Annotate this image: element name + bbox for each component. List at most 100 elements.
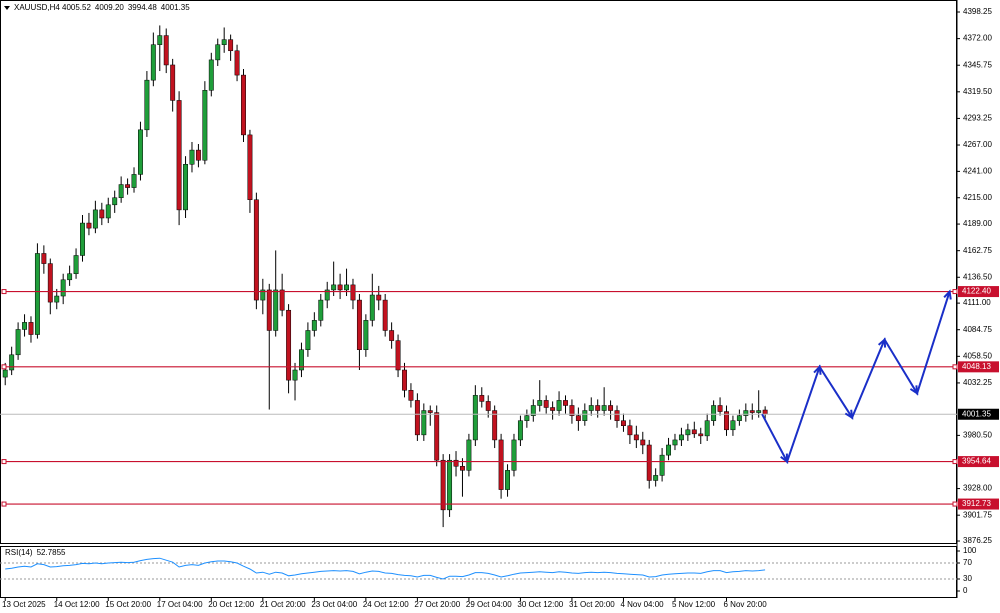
ohlc-header: 4005.52 4009.20 3994.48 4001.35 bbox=[62, 3, 190, 12]
y-tick-label: 4345.75 bbox=[963, 60, 992, 69]
y-tick-label: 4111.00 bbox=[963, 298, 991, 307]
candle-body bbox=[614, 410, 620, 421]
candle-body bbox=[601, 405, 607, 411]
candle-body bbox=[41, 253, 47, 264]
candle-body bbox=[524, 415, 530, 421]
candle-body bbox=[253, 199, 259, 301]
projection-arrowhead bbox=[780, 453, 789, 464]
candle-body bbox=[530, 405, 536, 416]
y-tick-label: 4241.00 bbox=[963, 166, 992, 175]
candle-body bbox=[292, 369, 298, 381]
y-tick-label: 3980.50 bbox=[963, 430, 992, 439]
level-marker bbox=[952, 364, 958, 370]
candle-body bbox=[221, 39, 227, 45]
candle-body bbox=[34, 253, 40, 335]
candle-body bbox=[453, 459, 459, 467]
y-tick-label: 4189.00 bbox=[963, 219, 992, 228]
candle-body bbox=[421, 410, 427, 436]
candle-body bbox=[241, 74, 246, 136]
candle-body bbox=[228, 39, 234, 52]
projection-arrowhead bbox=[844, 409, 854, 420]
x-tick-label: 14 Oct 12:00 bbox=[54, 600, 100, 609]
candle-body bbox=[215, 44, 221, 61]
candle-body bbox=[678, 434, 684, 441]
rsi-line bbox=[5, 557, 766, 580]
candle-body bbox=[266, 289, 272, 331]
candle-body bbox=[427, 410, 433, 413]
candle-body bbox=[749, 410, 755, 413]
candle-body bbox=[582, 410, 588, 421]
x-tick-label: 23 Oct 04:00 bbox=[311, 600, 357, 609]
candle-body bbox=[743, 410, 749, 416]
y-tick-label: 3876.25 bbox=[963, 536, 992, 545]
candle-body bbox=[73, 255, 79, 274]
candle-body bbox=[498, 439, 504, 490]
candle-body bbox=[402, 369, 407, 391]
level-marker bbox=[1, 501, 7, 507]
candle-body bbox=[350, 284, 356, 301]
candle-body bbox=[356, 299, 362, 350]
projection-arrowhead bbox=[877, 337, 887, 348]
level-label-box bbox=[958, 361, 999, 373]
candle-body bbox=[260, 289, 266, 301]
candle-body bbox=[537, 400, 543, 406]
candle-body bbox=[2, 369, 8, 378]
candle-body bbox=[337, 284, 343, 291]
candle-body bbox=[640, 439, 646, 446]
candle-body bbox=[28, 322, 34, 335]
ohlc-value: 3994.48 bbox=[128, 3, 157, 12]
candle-body bbox=[144, 79, 150, 131]
candle-body bbox=[633, 434, 639, 441]
candle-body bbox=[150, 44, 156, 81]
candle-body bbox=[460, 466, 465, 471]
candle-body bbox=[704, 420, 710, 437]
candle-body bbox=[736, 415, 742, 421]
candle-body bbox=[344, 284, 349, 291]
x-tick-label: 5 Nov 12:00 bbox=[672, 600, 716, 609]
symbol-icon bbox=[4, 6, 10, 10]
candle-body bbox=[195, 149, 201, 161]
candle-body bbox=[479, 395, 485, 402]
y-tick-label: 4372.00 bbox=[963, 34, 992, 43]
y-tick-label: 3901.75 bbox=[963, 510, 992, 519]
y-tick-label: 4398.25 bbox=[963, 7, 992, 16]
main-panel bbox=[0, 0, 957, 544]
candle-body bbox=[543, 400, 549, 408]
level-label: 3954.64 bbox=[962, 457, 991, 466]
x-tick-label: 30 Oct 12:00 bbox=[517, 600, 563, 609]
y-tick-label: 4293.25 bbox=[963, 114, 992, 123]
x-tick-label: 20 Oct 12:00 bbox=[208, 600, 254, 609]
candle-body bbox=[505, 470, 510, 490]
candle-body bbox=[118, 184, 124, 198]
rsi-title: RSI(14) 52.7855 bbox=[5, 548, 66, 557]
level-marker bbox=[952, 289, 958, 295]
y-tick-label: 4032.25 bbox=[963, 378, 992, 387]
candle-body bbox=[711, 405, 717, 421]
level-marker bbox=[1, 364, 7, 370]
candle-body bbox=[376, 294, 382, 301]
candle-body bbox=[311, 320, 317, 331]
price-label-box bbox=[958, 408, 999, 420]
level-marker bbox=[1, 459, 7, 465]
candle-body bbox=[363, 320, 369, 350]
candle-body bbox=[60, 279, 66, 297]
candle-body bbox=[646, 444, 652, 481]
rsi-y-tick-label: 100 bbox=[963, 546, 977, 555]
level-label-box bbox=[958, 498, 999, 510]
candle-body bbox=[666, 444, 671, 456]
candle-body bbox=[86, 222, 92, 229]
candle-body bbox=[608, 405, 614, 411]
x-tick-label: 17 Oct 04:00 bbox=[157, 600, 203, 609]
candle-body bbox=[569, 405, 575, 416]
candle-body bbox=[318, 299, 324, 321]
candle-body bbox=[15, 329, 21, 356]
candle-body bbox=[756, 410, 762, 413]
candle-body bbox=[517, 420, 523, 441]
candle-body bbox=[176, 100, 182, 211]
y-tick-label: 4058.50 bbox=[963, 351, 992, 360]
candle-body bbox=[659, 454, 665, 476]
candle-body bbox=[440, 459, 446, 511]
rsi-value: 52.7855 bbox=[37, 548, 66, 557]
candle-body bbox=[208, 59, 214, 91]
y-tick-label: 4267.00 bbox=[963, 140, 992, 149]
